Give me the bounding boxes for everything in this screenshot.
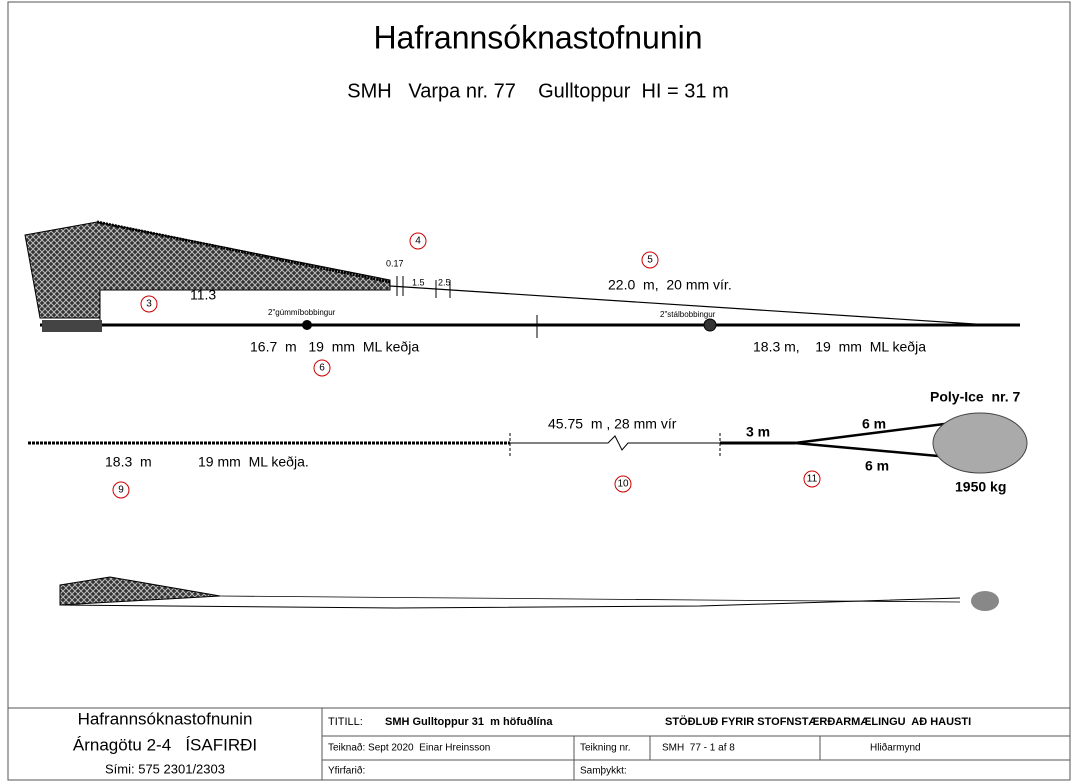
label: 2"gúmmíbobbingur — [268, 308, 336, 317]
footer-cell: Teiknað: Sept 2020 Einar Hreinsson — [328, 742, 490, 754]
title: Hafrannsóknastofnunin — [373, 19, 702, 55]
footer-cell: SMH Gulltoppur 31 m höfuðlína — [385, 716, 553, 728]
label: 18.3 m — [105, 454, 152, 470]
net — [24, 220, 1020, 338]
label: 11.3 — [190, 287, 216, 303]
label: 6 m — [862, 416, 886, 432]
label: 0.17 — [386, 258, 404, 268]
marker-label: 11 — [807, 474, 818, 485]
label: 6 m — [865, 458, 889, 474]
marker-label: 5 — [647, 255, 653, 266]
footer: Hafrannsóknastofnunin Árnagötu 2-4 ÍSAFI… — [73, 709, 971, 776]
footer-address: Árnagötu 2-4 ÍSAFIRÐI — [73, 735, 257, 754]
footer-cell: Teikning nr. — [580, 743, 631, 754]
label: 2"stálbobbingur — [660, 310, 716, 319]
footer-cell: TITILL: — [328, 716, 363, 728]
marker-label: 3 — [146, 299, 152, 310]
footer-cell: Hliðarmynd — [870, 742, 921, 754]
bridles — [28, 412, 1028, 474]
label: 2.5 — [438, 277, 451, 287]
marker-label: 4 — [415, 236, 421, 247]
label: 18.3 m, 19 mm ML keðja — [753, 339, 926, 355]
labels: 4 0.17 1.5 2.5 5 22.0 m, 20 mm vír. 3 11… — [105, 236, 1020, 496]
label: 19 mm ML keðja. — [198, 454, 309, 470]
label: Poly-Ice nr. 7 — [930, 389, 1020, 405]
marker-label: 9 — [118, 485, 124, 496]
side-view — [59, 576, 999, 611]
footer-grid — [8, 707, 1070, 780]
frame — [7, 1, 1071, 781]
markers — [112, 232, 821, 499]
label: 45.75 m , 28 mm vír — [548, 416, 677, 432]
label: 22.0 m, 20 mm vír. — [608, 277, 732, 293]
label: 3 m — [746, 424, 770, 440]
footer-cell: Samþykkt: — [580, 766, 627, 777]
label: 16.7 m 19 mm ML keðja — [250, 339, 419, 355]
footer-phone: Sími: 575 2301/2303 — [105, 761, 225, 776]
subtitle: SMH Varpa nr. 77 Gulltoppur HI = 31 m — [347, 80, 728, 102]
label: 1950 kg — [955, 479, 1006, 495]
footer-cell: STÖÐLUÐ FYRIR STOFNSTÆRÐARMÆLINGU AÐ HAU… — [665, 715, 971, 728]
marker-label: 10 — [617, 479, 629, 490]
footer-cell: Yfirfarið: — [328, 765, 365, 777]
footer-cell: SMH 77 - 1 af 8 — [662, 743, 735, 754]
marker-label: 6 — [319, 363, 325, 374]
label: 1.5 — [412, 277, 425, 287]
footer-org: Hafrannsóknastofnunin — [78, 709, 253, 728]
